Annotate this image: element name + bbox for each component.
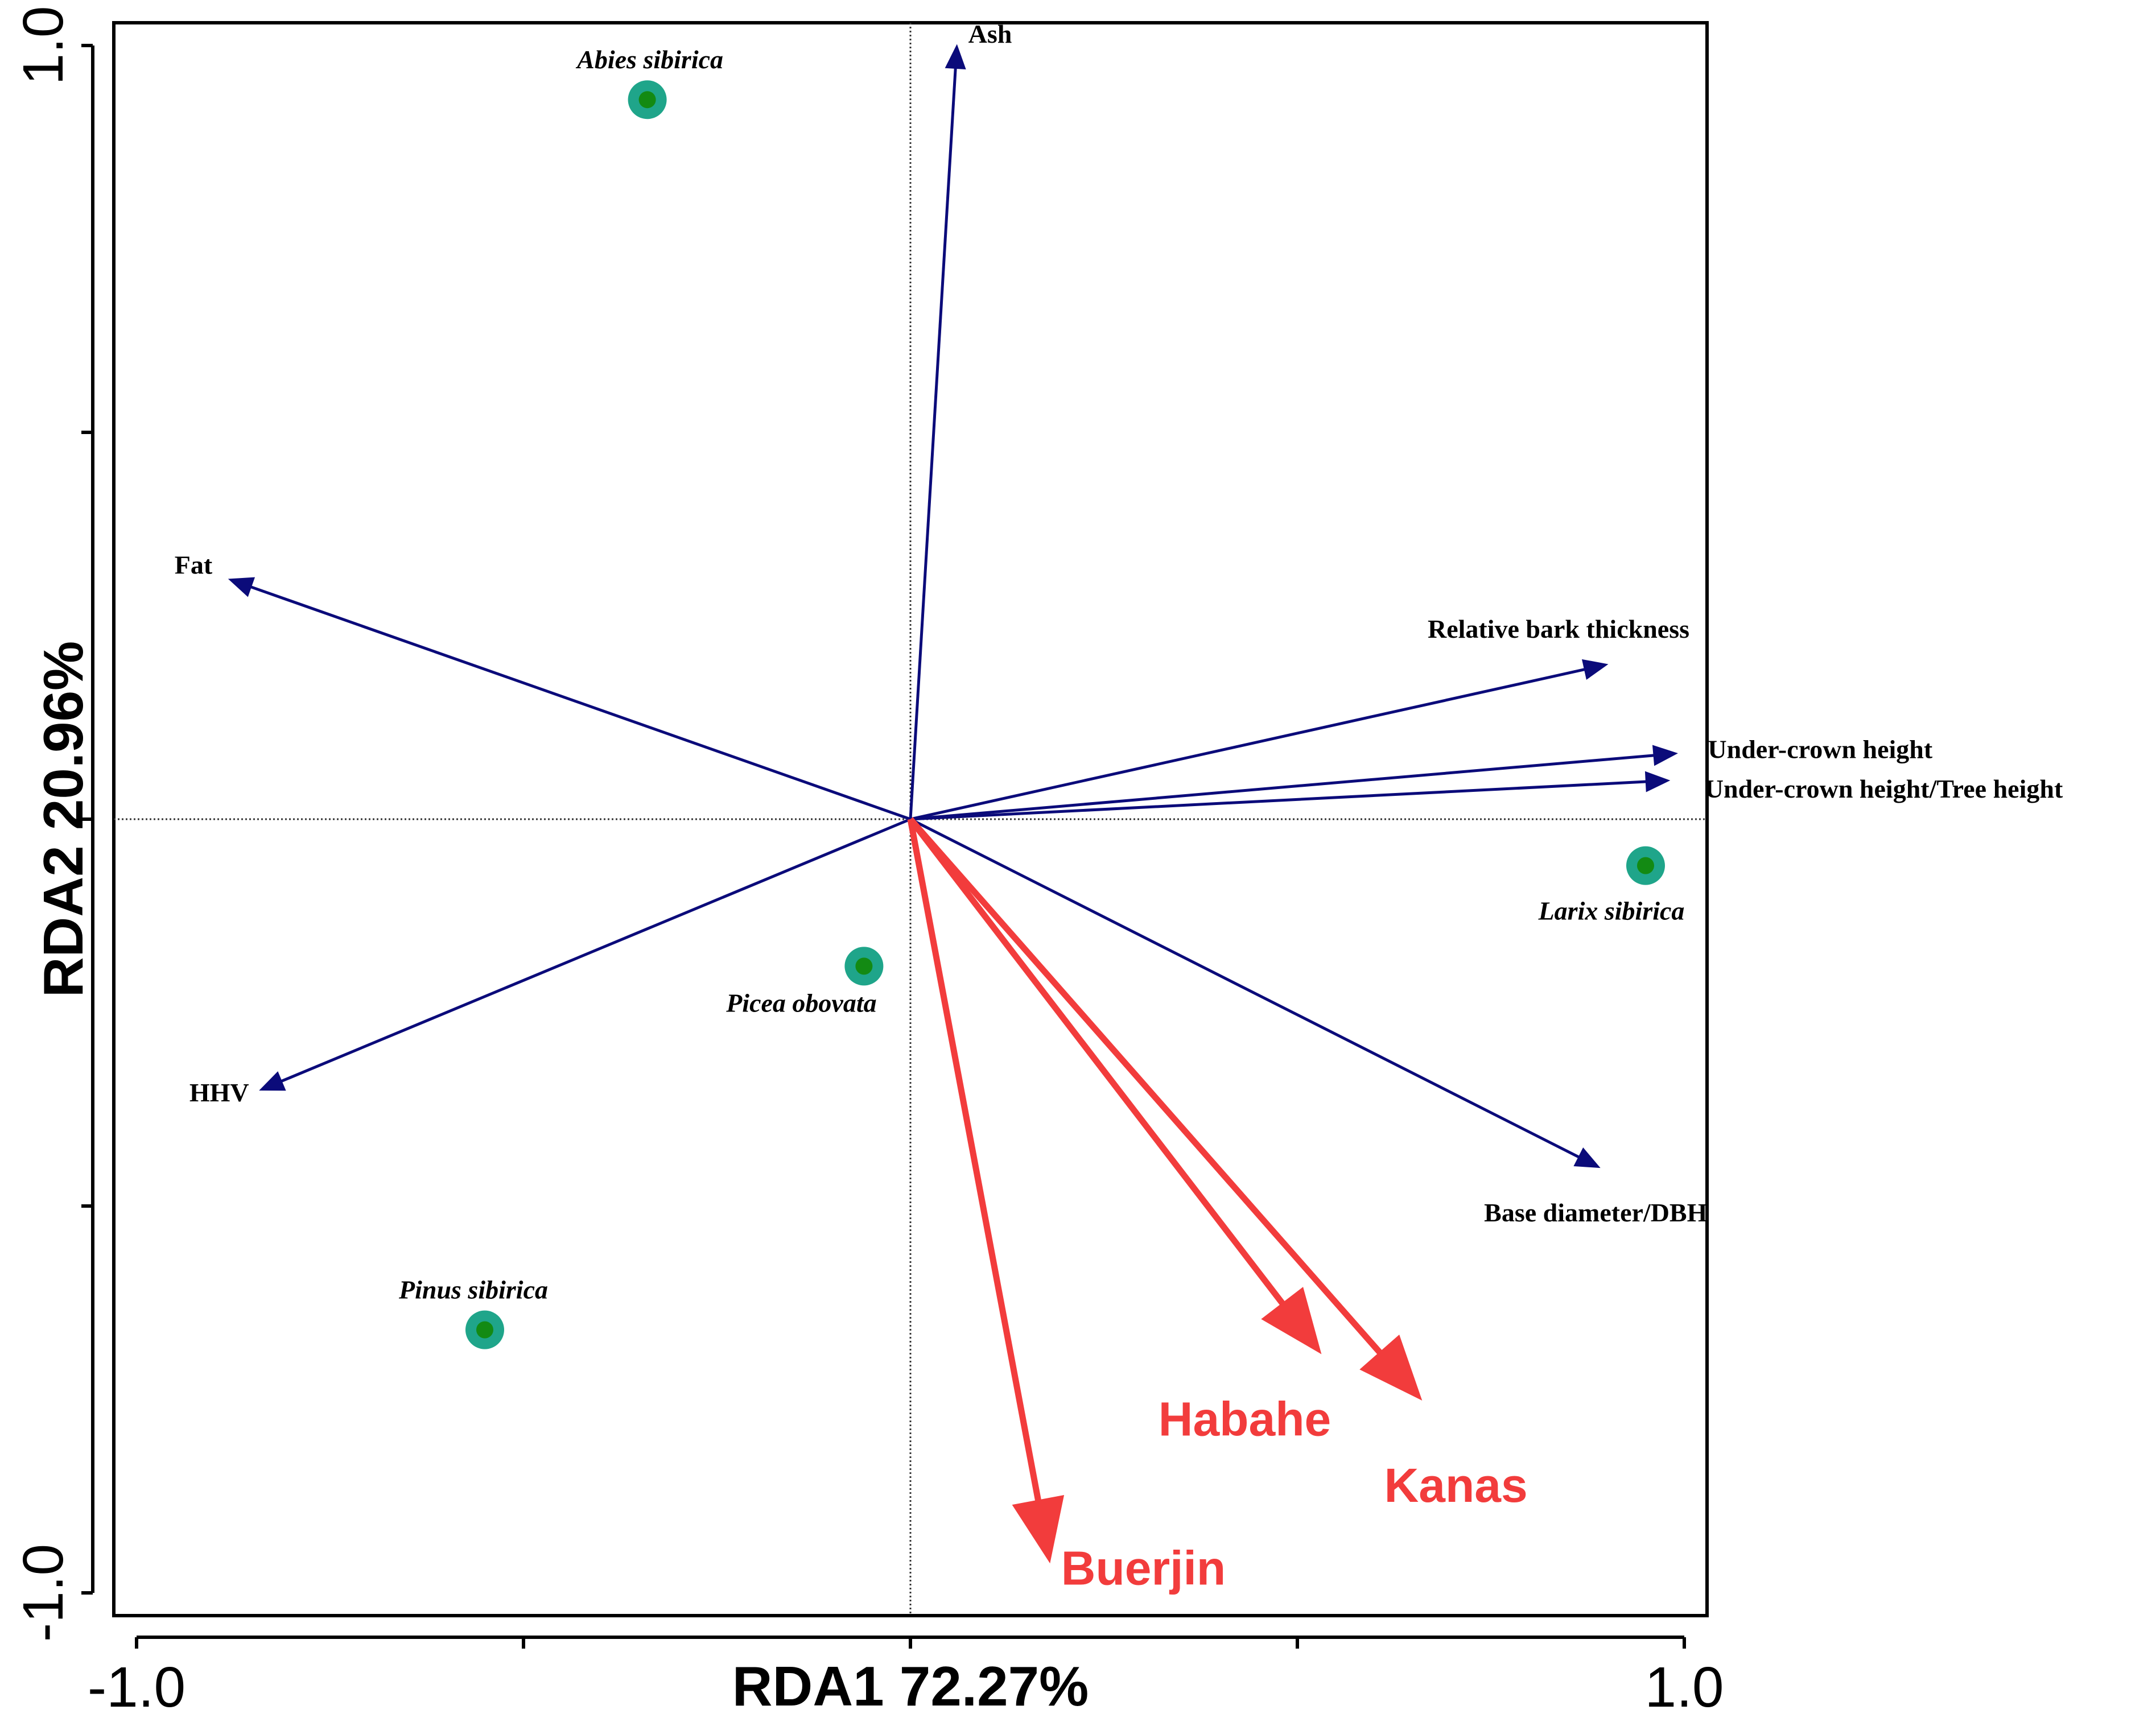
variable-ash-label: Ash	[968, 19, 1012, 48]
variable-hhv-arrow-shaft	[281, 817, 911, 1083]
variable-base-diameter-dbh-arrow-head	[1573, 1147, 1601, 1168]
site-kanas-arrow-head	[1359, 1334, 1423, 1401]
variable-fat-arrow-head	[228, 577, 255, 597]
variable-ash-arrow-shaft	[909, 68, 957, 820]
species-picea-obovata-point-core	[855, 957, 873, 975]
variable-under-crown-height-arrow-shaft	[910, 754, 1654, 821]
species-abies-sibirica-label: Abies sibirica	[575, 45, 723, 74]
species-picea-obovata-label: Picea obovata	[725, 988, 876, 1017]
x-tick-label-max: 1.0	[1644, 1655, 1724, 1719]
site-buerjin-arrow-head	[1012, 1494, 1065, 1564]
species-larix-sibirica-point-core	[1637, 857, 1654, 874]
variable-under-crown-height-arrow-head	[1652, 745, 1678, 766]
variable-under-crown-height-tree-height-arrow-head	[1644, 771, 1671, 792]
variable-under-crown-height-tree-height-label: Under-crown height/Tree height	[1705, 774, 2063, 803]
y-axis-title: RDA2 20.96%	[32, 641, 94, 997]
variable-under-crown-height-label: Under-crown height	[1708, 734, 1933, 763]
variable-base-diameter-dbh-arrow-shaft	[909, 817, 1580, 1159]
x-axis-title: RDA1 72.27%	[732, 1655, 1089, 1717]
variable-base-diameter-dbh-label: Base diameter/DBH	[1484, 1198, 1707, 1227]
variable-relative-bark-thickness-arrow-shaft	[910, 668, 1585, 821]
variable-ash-arrow-head	[945, 44, 966, 69]
variable-relative-bark-thickness-arrow-head	[1581, 659, 1609, 680]
variable-under-crown-height-tree-height-arrow-shaft	[910, 780, 1646, 821]
variable-hhv-label: HHV	[189, 1078, 249, 1107]
site-buerjin-arrow-shaft	[907, 818, 1041, 1501]
site-habahe-arrow-shaft	[908, 817, 1285, 1306]
variable-relative-bark-thickness-label: Relative bark thickness	[1428, 614, 1689, 643]
species-larix-sibirica-label: Larix sibirica	[1538, 897, 1685, 926]
species-pinus-sibirica-label: Pinus sibirica	[398, 1275, 548, 1304]
species-pinus-sibirica-point-core	[476, 1321, 493, 1339]
site-habahe-label: Habahe	[1159, 1392, 1331, 1446]
variable-fat-arrow-shaft	[250, 585, 911, 821]
site-buerjin-label: Buerjin	[1061, 1542, 1226, 1595]
species-abies-sibirica-point-core	[638, 91, 656, 109]
variable-hhv-arrow-head	[259, 1071, 286, 1091]
x-tick-label-min: -1.0	[88, 1655, 185, 1719]
variable-fat-label: Fat	[175, 550, 213, 579]
y-tick-label-max: 1.0	[11, 6, 75, 85]
y-tick-label-min: -1.0	[11, 1544, 75, 1642]
site-kanas-arrow-shaft	[908, 817, 1383, 1355]
site-kanas-label: Kanas	[1384, 1459, 1528, 1512]
site-habahe-arrow-head	[1261, 1287, 1322, 1355]
